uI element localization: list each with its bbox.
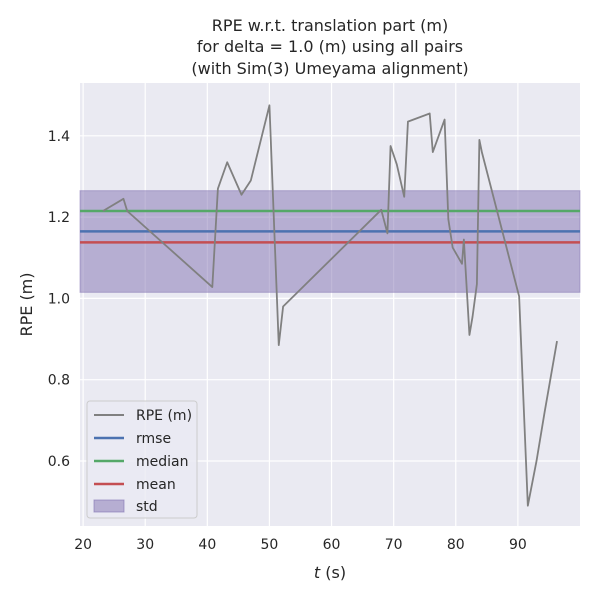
x-tick-label: 60: [323, 537, 341, 553]
x-tick-label: 50: [261, 537, 279, 553]
legend: RPE (m) rmse median mean std: [86, 400, 198, 519]
legend-label-mean: mean: [136, 477, 176, 493]
y-tick-label: 1.4: [48, 129, 70, 145]
y-tick-label: 0.6: [48, 454, 70, 470]
chart-title-line-1: RPE w.r.t. translation part (m): [212, 16, 448, 35]
x-tick-label: 20: [74, 537, 92, 553]
x-axis-label: t (s): [314, 563, 346, 582]
legend-swatch-std: [93, 499, 125, 513]
tick-labels: 20 30 40 50 60 70 80 90 0.6 0.8 1.0 1.2 1.4: [48, 129, 527, 553]
x-tick-label: 80: [447, 537, 465, 553]
chart-title-line-2: for delta = 1.0 (m) using all pairs: [197, 37, 463, 56]
x-axis-label-unit: (s): [320, 563, 346, 582]
legend-label-rmse: rmse: [136, 431, 171, 447]
legend-label-rpe: RPE (m): [136, 408, 192, 424]
legend-label-median: median: [136, 454, 188, 470]
rpe-series-line: [102, 104, 558, 507]
x-tick-label: 40: [198, 537, 216, 553]
chart-title-line-3: (with Sim(3) Umeyama alignment): [191, 59, 468, 78]
y-tick-label: 1.2: [48, 210, 70, 226]
x-axis-label-variable: t: [314, 563, 321, 582]
legend-box: [86, 400, 198, 519]
y-axis-label: RPE (m): [17, 272, 36, 336]
x-tick-label: 30: [136, 537, 154, 553]
legend-label-std: std: [136, 499, 158, 515]
y-tick-label: 0.8: [48, 373, 70, 389]
rpe-series-layer: [102, 104, 558, 507]
y-tick-label: 1.0: [48, 291, 70, 307]
x-tick-label: 70: [385, 537, 403, 553]
x-tick-label: 90: [509, 537, 527, 553]
